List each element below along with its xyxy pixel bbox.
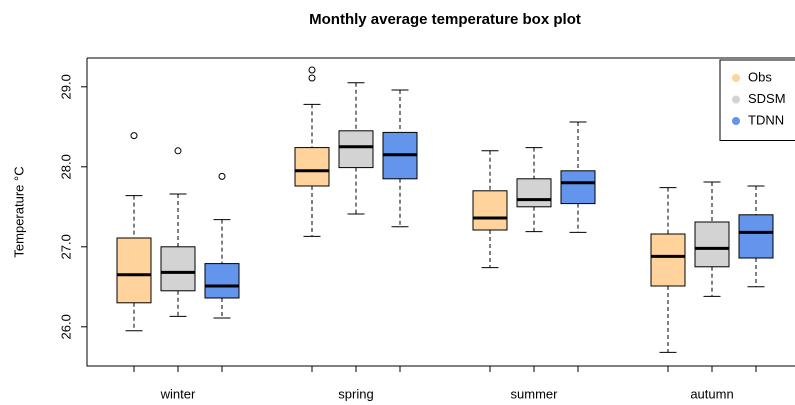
chart-title: Monthly average temperature box plot bbox=[309, 11, 581, 28]
outlier bbox=[308, 74, 316, 82]
y-axis-label: Temperature °C bbox=[11, 166, 26, 257]
box bbox=[472, 190, 508, 231]
legend-swatch bbox=[732, 95, 740, 104]
box bbox=[694, 221, 730, 268]
box bbox=[160, 246, 196, 292]
box bbox=[294, 147, 330, 187]
legend-label: Obs bbox=[748, 69, 772, 84]
box bbox=[338, 130, 374, 169]
outlier bbox=[308, 66, 316, 74]
x-tick-label: spring bbox=[338, 386, 373, 401]
legend-swatch bbox=[732, 117, 740, 125]
y-tick-label: 27.0 bbox=[58, 234, 73, 259]
box bbox=[204, 263, 240, 299]
outlier bbox=[174, 147, 182, 155]
plot-frame bbox=[86, 57, 795, 367]
outlier bbox=[130, 132, 138, 140]
x-tick-label: winter bbox=[160, 386, 196, 401]
x-tick-label: summer bbox=[511, 386, 559, 401]
legend-swatch bbox=[732, 74, 740, 82]
box bbox=[516, 178, 552, 208]
box bbox=[560, 170, 596, 205]
legend-label: TDNN bbox=[748, 112, 784, 127]
y-tick-label: 28.0 bbox=[58, 154, 73, 179]
box bbox=[738, 214, 774, 259]
x-tick-label: autumn bbox=[690, 386, 733, 401]
box bbox=[116, 237, 152, 304]
y-tick-label: 29.0 bbox=[58, 74, 73, 99]
box bbox=[650, 233, 686, 287]
outlier bbox=[218, 172, 226, 180]
y-tick-label: 26.0 bbox=[58, 314, 73, 339]
legend-label: SDSM bbox=[748, 91, 786, 106]
